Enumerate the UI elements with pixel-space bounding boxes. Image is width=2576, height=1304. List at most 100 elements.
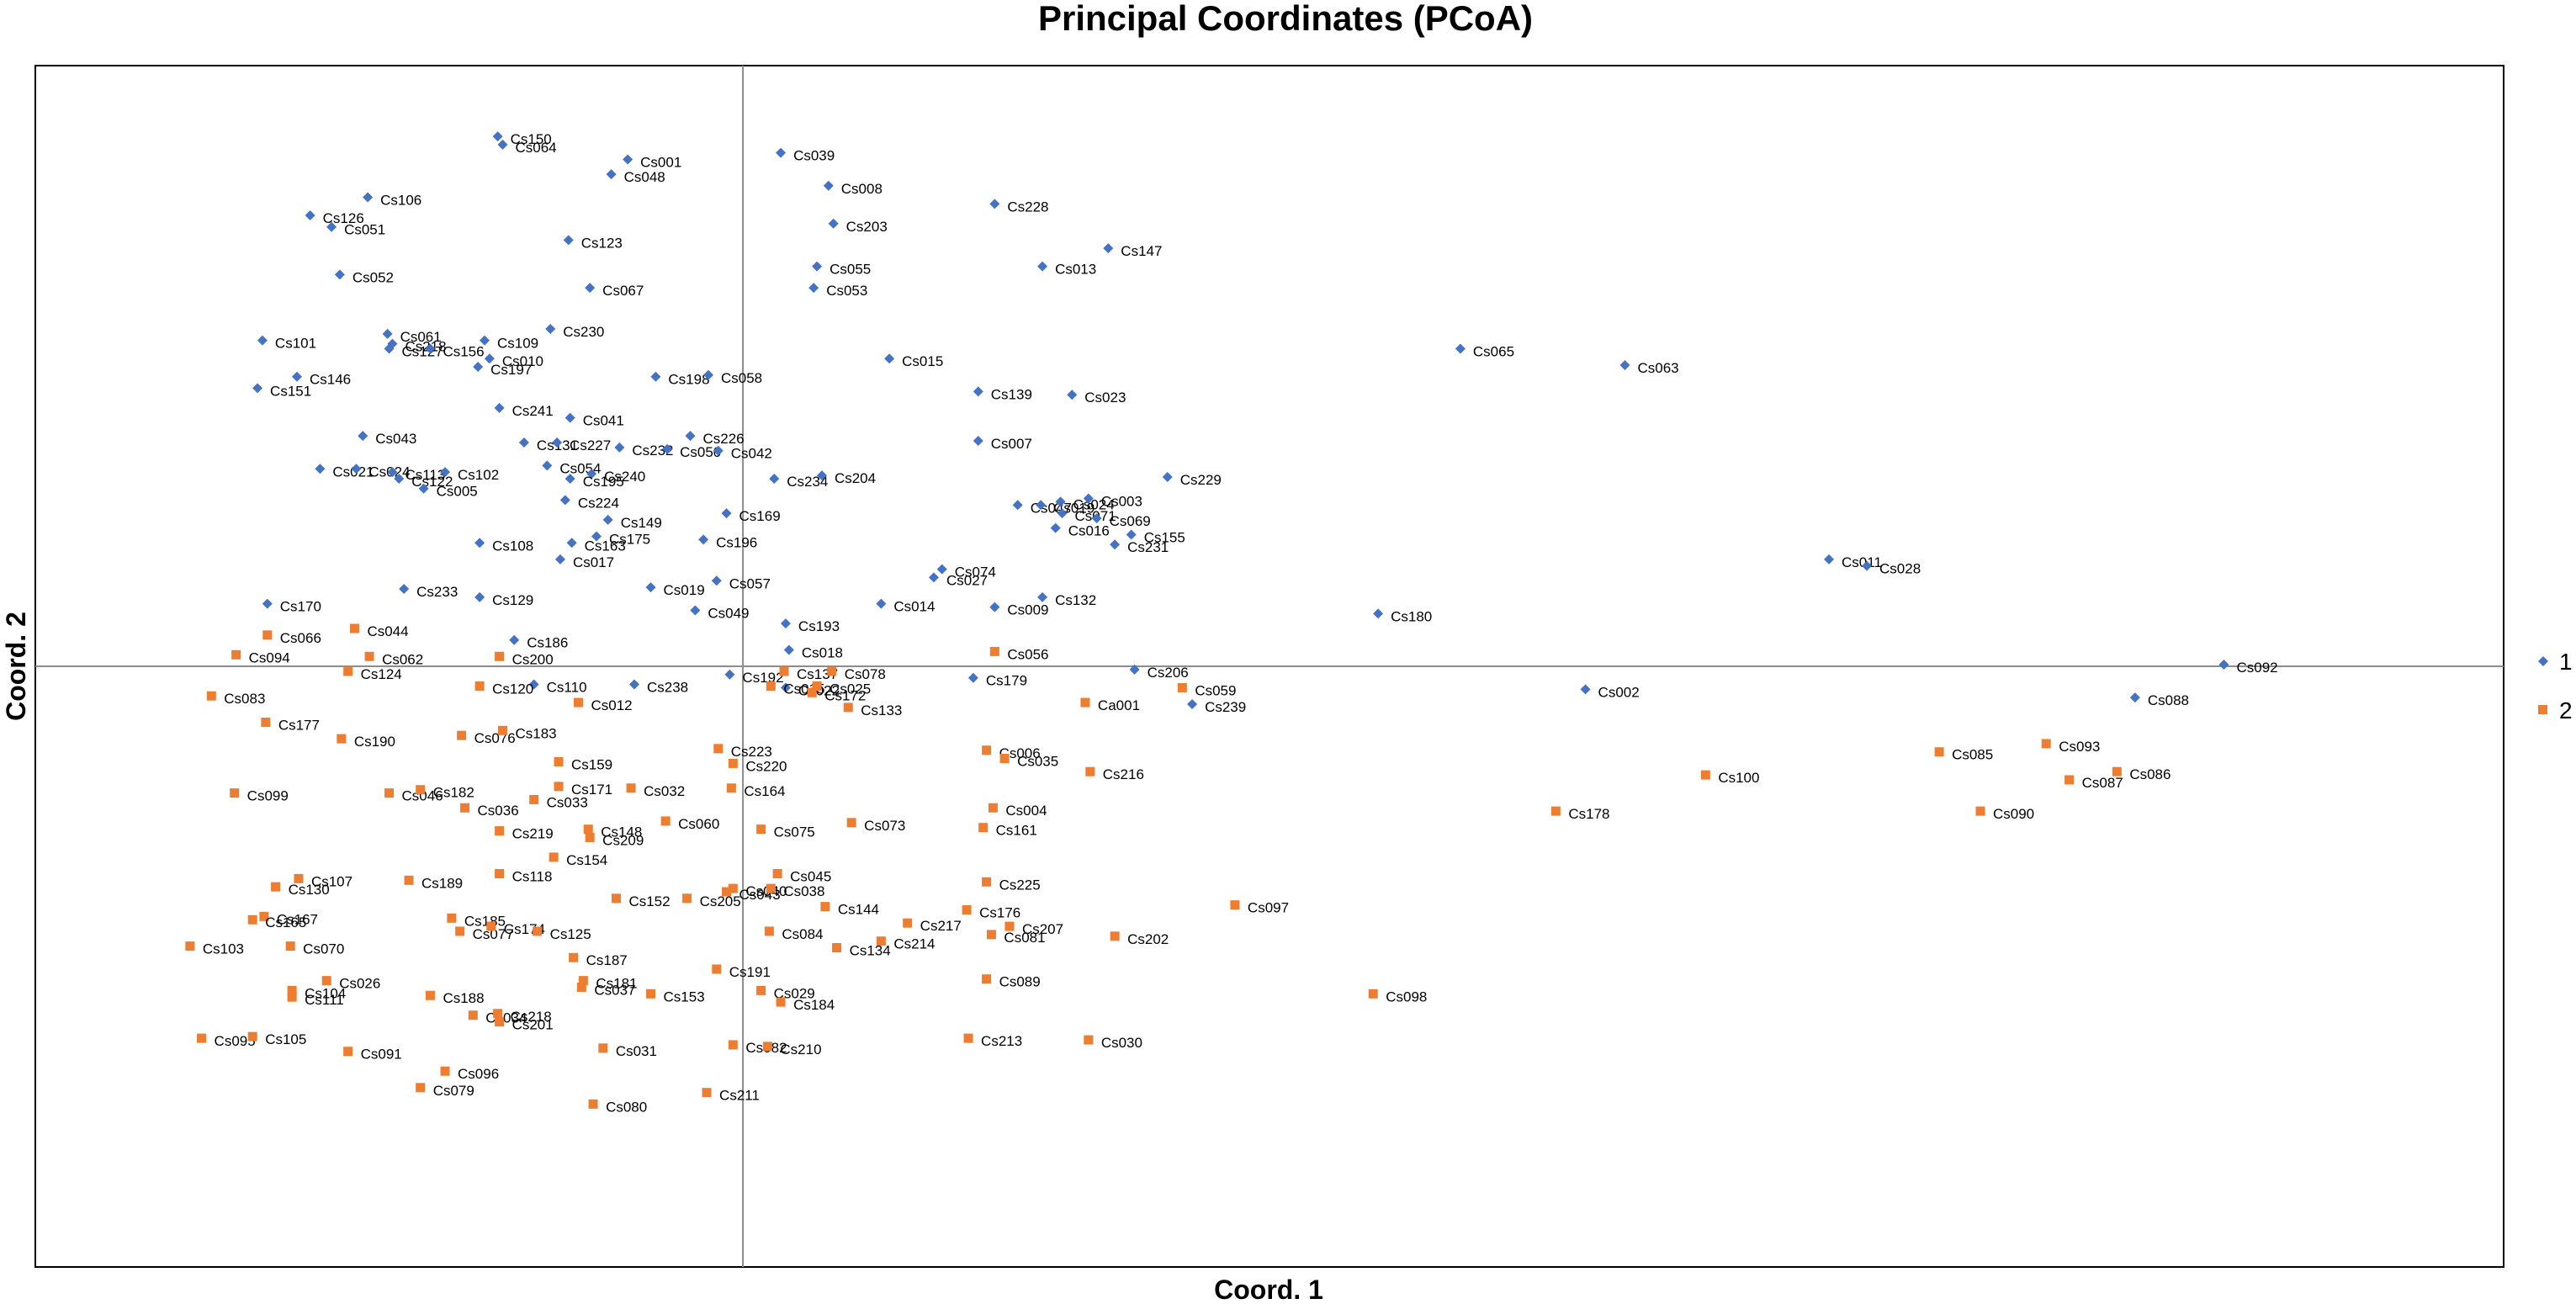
data-point [1085, 766, 1095, 777]
point-label: Cs045 [790, 868, 831, 884]
point-label: Cs198 [668, 372, 709, 388]
point-label: Cs181 [596, 976, 637, 992]
data-point [989, 646, 999, 656]
data-point [529, 794, 539, 804]
point-label: Cs014 [893, 599, 935, 615]
point-label: Cs095 [215, 1033, 256, 1049]
point-label: Cs058 [721, 370, 762, 386]
point-label: Cs179 [986, 673, 1027, 689]
point-label: Cs202 [1127, 931, 1169, 947]
point-label: Cs038 [783, 883, 824, 899]
data-point [440, 467, 451, 478]
data-point [779, 666, 789, 676]
data-point [2065, 775, 2075, 785]
data-point [185, 941, 195, 951]
data-point [257, 335, 268, 346]
point-label: Cs021 [332, 464, 374, 480]
point-label: Cs165 [265, 914, 306, 930]
point-label: Cs008 [841, 181, 883, 197]
point-label: Cs037 [594, 982, 635, 998]
data-point [962, 905, 972, 915]
data-point [808, 283, 819, 294]
data-point [563, 235, 574, 246]
data-point [1580, 684, 1591, 695]
point-label: Cs130 [289, 882, 330, 898]
point-label: Cs219 [512, 826, 554, 842]
point-label: Cs055 [830, 262, 871, 278]
data-point [591, 531, 602, 542]
data-point [399, 584, 410, 595]
data-point [495, 651, 505, 661]
point-label: Cs178 [1568, 806, 1609, 822]
point-label: Cs051 [344, 222, 385, 238]
point-label: Cs167 [277, 911, 318, 927]
point-label: Cs177 [278, 718, 320, 734]
data-point [846, 818, 856, 828]
point-label: Cs083 [224, 691, 265, 707]
point-label: Cs084 [782, 926, 823, 942]
data-point [583, 824, 593, 835]
point-label: Cs010 [502, 353, 543, 369]
point-label: Cs234 [787, 474, 828, 490]
point-label: Cs205 [700, 893, 741, 909]
data-point [334, 269, 345, 280]
point-label: Cs015 [902, 353, 943, 369]
data-point [2129, 692, 2140, 703]
data-point [989, 602, 1000, 612]
point-label: Cs052 [352, 269, 394, 285]
data-point [660, 816, 671, 826]
data-point [762, 1042, 772, 1052]
data-point [1230, 900, 1240, 910]
point-label: Cs044 [367, 623, 408, 639]
point-label: Cs065 [1473, 343, 1514, 359]
point-label: Cs238 [647, 680, 688, 696]
data-point [1103, 243, 1114, 254]
point-label: Cs206 [1148, 665, 1189, 681]
point-label: Cs163 [585, 538, 626, 554]
data-point [566, 538, 577, 549]
data-point [1862, 560, 1873, 571]
data-point [1129, 664, 1140, 675]
point-label: Cs149 [621, 515, 662, 531]
point-label: Cs075 [774, 824, 815, 840]
data-point [1083, 493, 1094, 504]
data-point [698, 534, 709, 545]
point-label: Cs091 [361, 1047, 402, 1063]
data-point [384, 343, 395, 354]
data-point [978, 823, 989, 833]
point-label: Cs240 [604, 469, 645, 485]
data-point [728, 1040, 738, 1050]
data-point [1110, 539, 1121, 550]
data-point [728, 758, 738, 768]
data-point [614, 442, 625, 453]
data-point [549, 852, 559, 862]
point-label: Cs156 [443, 343, 484, 359]
point-label: Cs092 [2236, 660, 2277, 676]
point-label: Cs148 [601, 824, 642, 840]
point-label: Cs239 [1205, 699, 1246, 715]
point-label: Cs023 [1084, 390, 1126, 406]
point-label: Cs001 [640, 155, 681, 171]
point-label: Cs087 [2082, 775, 2123, 791]
data-point [843, 702, 853, 713]
data-point [364, 651, 374, 661]
data-point [285, 941, 295, 951]
data-point [497, 139, 508, 150]
data-point [382, 328, 393, 339]
data-point [349, 623, 359, 633]
data-point [820, 902, 830, 912]
point-label: Cs150 [511, 131, 552, 147]
data-point [559, 495, 570, 506]
point-label: Cs024 [1073, 496, 1115, 512]
data-point [712, 964, 722, 974]
point-label: Cs201 [512, 1017, 554, 1033]
data-point [1373, 608, 1384, 619]
data-point [650, 371, 661, 382]
data-point [766, 681, 776, 691]
point-label: Cs106 [380, 192, 421, 208]
point-label: Cs105 [265, 1031, 306, 1047]
point-label: Cs049 [708, 605, 749, 621]
chart-title: Principal Coordinates (PCoA) [1038, 0, 1533, 38]
point-label: Cs218 [511, 1009, 552, 1025]
